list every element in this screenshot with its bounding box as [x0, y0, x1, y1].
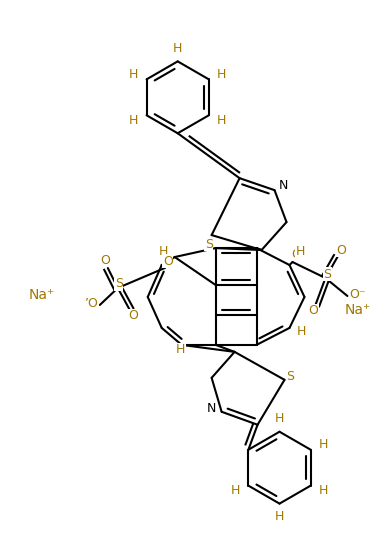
Text: H: H	[275, 510, 284, 523]
Text: N: N	[207, 402, 216, 416]
Text: H: H	[217, 114, 226, 127]
Text: H: H	[319, 438, 328, 451]
Text: H: H	[159, 245, 168, 258]
Text: O: O	[100, 254, 110, 267]
Text: S: S	[323, 268, 332, 281]
Text: S: S	[205, 237, 213, 250]
Text: O: O	[336, 244, 347, 256]
Text: O: O	[292, 248, 301, 260]
Text: H: H	[217, 68, 226, 81]
Text: S: S	[115, 278, 123, 291]
Text: H: H	[129, 114, 138, 127]
Text: H: H	[296, 245, 305, 258]
Text: Na⁺: Na⁺	[344, 303, 370, 317]
Text: H: H	[319, 484, 328, 497]
Text: O: O	[163, 255, 173, 268]
Text: H: H	[129, 68, 138, 81]
Text: H: H	[297, 325, 306, 338]
Text: H: H	[275, 412, 284, 425]
Text: N: N	[279, 179, 288, 192]
Text: O⁻: O⁻	[349, 288, 366, 301]
Text: S: S	[286, 370, 295, 384]
Text: O: O	[128, 310, 138, 323]
Text: H: H	[176, 343, 185, 356]
Text: H: H	[173, 42, 182, 55]
Text: Na⁺: Na⁺	[29, 288, 55, 302]
Text: O: O	[308, 305, 319, 318]
Text: H: H	[231, 484, 240, 497]
Text: ’O: ’O	[85, 297, 99, 310]
